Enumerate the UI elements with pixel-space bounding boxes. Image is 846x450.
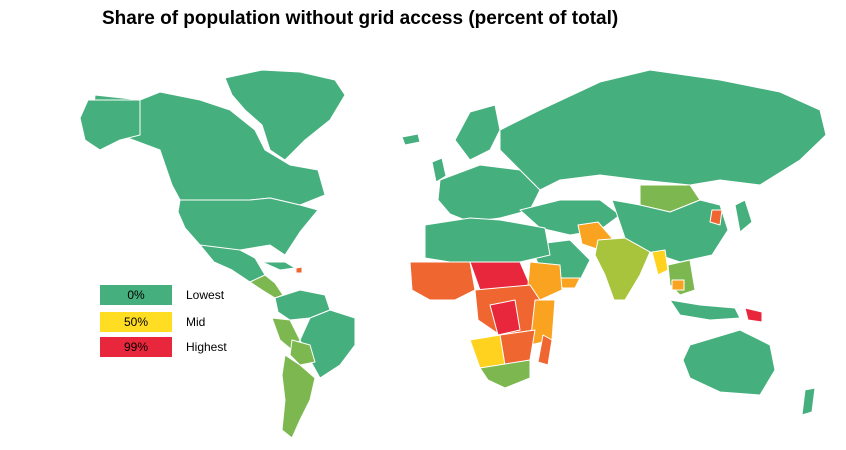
- region-iceland: [401, 133, 421, 146]
- region-mexico: [199, 244, 266, 283]
- region-argentina-chile: [281, 354, 316, 439]
- region-japan: [734, 199, 753, 233]
- region-north-africa: [424, 217, 551, 263]
- region-madagascar: [537, 334, 553, 366]
- region-angola: [469, 334, 506, 369]
- region-haiti: [295, 266, 303, 274]
- legend-value-highest: 99%: [123, 340, 149, 354]
- region-greenland: [224, 69, 346, 161]
- region-north-korea: [709, 209, 723, 226]
- region-cambodia: [671, 279, 685, 291]
- region-australia: [682, 329, 776, 396]
- region-myanmar: [651, 249, 669, 276]
- region-uk: [431, 157, 447, 183]
- region-alaska: [79, 99, 141, 151]
- region-congo: [489, 299, 521, 336]
- region-cuba: [261, 261, 296, 271]
- legend-value-mid: 50%: [123, 315, 149, 329]
- region-indonesia: [669, 299, 741, 321]
- region-india: [594, 237, 651, 301]
- region-russia: [499, 69, 827, 191]
- legend-value-lowest: 0%: [127, 288, 145, 302]
- region-papua-new-guinea: [744, 307, 763, 323]
- region-south-africa: [479, 359, 531, 389]
- region-canada: [91, 91, 326, 206]
- legend-swatch-highest: 99%: [100, 337, 172, 357]
- legend-item-highest: 99% Highest: [100, 337, 260, 357]
- region-bolivia: [289, 339, 316, 366]
- legend-swatch-lowest: 0%: [100, 285, 172, 305]
- legend-label-lowest: Lowest: [186, 288, 225, 302]
- legend-item-mid: 50% Mid: [100, 312, 260, 332]
- region-yemen: [559, 277, 581, 289]
- region-west-africa: [409, 261, 476, 301]
- region-usa: [177, 197, 319, 256]
- region-western-europe: [437, 164, 541, 223]
- legend-label-mid: Mid: [186, 315, 206, 329]
- region-new-zealand: [801, 387, 816, 416]
- region-scandinavia: [454, 104, 501, 161]
- region-ethiopia: [527, 261, 563, 301]
- legend-label-highest: Highest: [186, 340, 227, 354]
- legend-swatch-mid: 50%: [100, 312, 172, 332]
- legend-item-lowest: 0% Lowest: [100, 285, 260, 305]
- map-title: Share of population without grid access …: [102, 8, 619, 29]
